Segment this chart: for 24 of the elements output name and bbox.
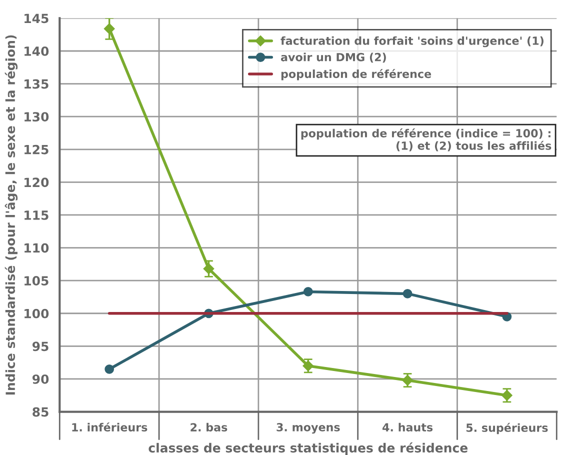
y-tick-label: 95 (32, 342, 48, 352)
y-tick-label: 110 (24, 243, 49, 253)
legend-label: facturation du forfait 'soins d'urgence' (1) (280, 36, 544, 48)
y-tick-label: 100 (24, 308, 49, 318)
legend-label: population de référence (281, 69, 432, 80)
y-axis-title: Indice standardisé (pour l'âge, le sexe et la région) (4, 35, 18, 395)
y-tick-label: 85 (32, 407, 48, 417)
y-tick-label: 105 (24, 276, 48, 286)
x-tick-label: 1. inférieurs (72, 422, 148, 432)
y-tick-label: 90 (32, 374, 49, 384)
y-tick-label: 120 (24, 178, 49, 188)
y-tick-label: 115 (24, 210, 48, 220)
annotation: population de référence (indice = 100) : (1) et (2) tous les affiliés (301, 128, 552, 152)
x-tick-label: 3. moyens (276, 422, 340, 434)
x-tick-label: 5. supérieurs (466, 422, 548, 434)
y-tick-label: 130 (24, 112, 49, 122)
x-axis-title: classes de secteurs statistiques de résidence (148, 442, 468, 455)
y-tick-label: 135 (24, 79, 48, 89)
x-tick-label: 4. hauts (382, 422, 433, 432)
y-tick-label: 145 (24, 14, 48, 24)
x-tick-label: 2. bas (190, 422, 228, 432)
y-tick-label: 125 (24, 144, 48, 154)
y-tick-label: 140 (24, 46, 49, 56)
legend-label: avoir un DMG (2) (280, 52, 386, 63)
